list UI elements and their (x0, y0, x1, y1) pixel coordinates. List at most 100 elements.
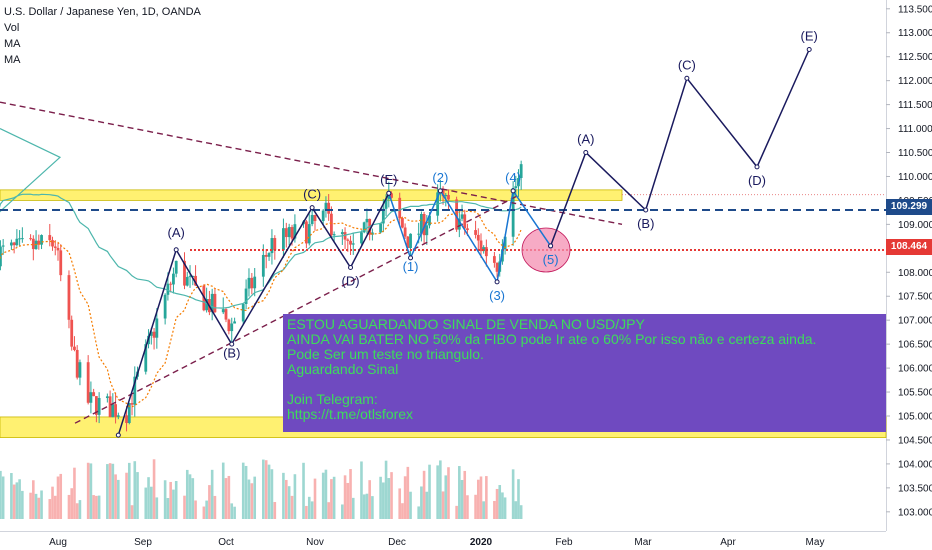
annotation-line-5 (287, 377, 882, 392)
candle-body (31, 238, 35, 250)
candle-body (503, 236, 507, 250)
x-tick-label: Feb (555, 537, 573, 548)
price-tag-red: 108.464 (886, 239, 932, 255)
candle-body (321, 210, 325, 222)
candle-body (346, 239, 350, 241)
volume-bar (519, 505, 523, 519)
annotation-box[interactable]: ESTOU AGUARDANDO SINAL DE VENDA NO USD/J… (283, 314, 886, 432)
volume-bar (511, 469, 515, 519)
volume-bar (455, 505, 458, 519)
volume-bar (75, 503, 79, 519)
wave-path-major (117, 192, 390, 436)
wave-label: (A) (168, 225, 185, 240)
volume-bar (150, 486, 153, 519)
volume-bar (125, 472, 128, 519)
volume-bar (227, 475, 231, 519)
y-tick-label: 108.000 (898, 268, 932, 279)
candle-body (191, 275, 195, 277)
legend-indicator-ma-2[interactable]: MA (4, 54, 21, 66)
volume-bar (327, 502, 330, 519)
x-tick-label: Apr (720, 537, 736, 548)
volume-bar (67, 494, 71, 519)
candle-body (360, 232, 363, 244)
volume-bar (213, 495, 217, 519)
volume-bar (362, 494, 366, 519)
candle-body (444, 194, 448, 197)
wave-label: (D) (748, 173, 766, 188)
volume-bar (371, 496, 374, 519)
candle-body (230, 323, 234, 332)
candle-body (455, 199, 459, 230)
candle-body (519, 164, 523, 178)
volume-bar (188, 474, 192, 519)
volume-bar (267, 464, 271, 519)
wave-pivot (806, 47, 812, 53)
candle-body (428, 215, 431, 226)
candle-body (495, 262, 499, 272)
candle-body (185, 276, 189, 286)
candle-body (0, 246, 2, 267)
y-tick-label: 107.000 (898, 316, 932, 327)
legend-indicator-ma-1[interactable]: MA (4, 38, 21, 50)
volume-bar (114, 474, 117, 519)
volume-bar (398, 488, 402, 519)
target-circle (521, 227, 571, 273)
candle-body (67, 275, 71, 320)
candle-body (18, 238, 22, 240)
x-tick-label: 2020 (470, 537, 493, 548)
candle-body (48, 235, 52, 241)
candle-body (221, 309, 225, 313)
volume-bar (493, 500, 496, 519)
candle-body (419, 213, 423, 234)
candle-body (172, 273, 175, 285)
volume-bar (194, 500, 197, 519)
candle-body (166, 283, 170, 295)
wave-label: (C) (678, 57, 696, 72)
volume-bar (202, 506, 206, 519)
legend-indicator-vol[interactable]: Vol (4, 22, 20, 34)
y-tick-label: 110.500 (898, 148, 932, 159)
volume-bar (305, 505, 308, 519)
volume-bar (205, 500, 208, 519)
candle-body (250, 277, 254, 289)
volume-bar (37, 497, 41, 519)
volume-bar (262, 459, 265, 519)
candle-body (183, 260, 186, 286)
candle-body (310, 214, 314, 225)
candle-body (270, 238, 274, 254)
y-tick-label: 104.000 (898, 459, 932, 470)
volume-bar (436, 465, 439, 519)
volume-bar (332, 476, 336, 519)
candle-body (517, 177, 520, 187)
x-tick-label: Nov (306, 537, 324, 548)
wave-label: (D) (342, 273, 360, 288)
annotation-line-7[interactable]: https://t.me/otlsforex (287, 406, 414, 422)
y-tick-label: 105.500 (898, 388, 932, 399)
volume-bar (0, 470, 2, 519)
volume-bar (172, 489, 175, 519)
legend-symbol[interactable]: U.S. Dollar / Japanese Yen, 1D, OANDA (4, 6, 201, 18)
volume-bar (15, 482, 19, 519)
moving-average-fast (0, 209, 522, 408)
candle-body (241, 303, 245, 322)
volume-bar (166, 498, 170, 519)
volume-bar (48, 499, 52, 519)
x-tick-label: Sep (134, 537, 152, 548)
wave-pivot (348, 264, 354, 270)
candle-body (425, 225, 429, 236)
volume-bar (310, 501, 314, 519)
wave-pivot (754, 164, 760, 170)
candle-body (264, 254, 268, 257)
candle-body (105, 396, 109, 399)
candle-body (114, 404, 117, 417)
volume-bar (360, 461, 363, 519)
ascending-trendline (74, 195, 519, 424)
candle-body (92, 392, 96, 397)
candle-body (233, 321, 237, 324)
wave-pivot (386, 190, 392, 196)
volume-bar (106, 464, 109, 519)
volume-bar (95, 495, 98, 519)
wave-pivot (115, 432, 121, 438)
